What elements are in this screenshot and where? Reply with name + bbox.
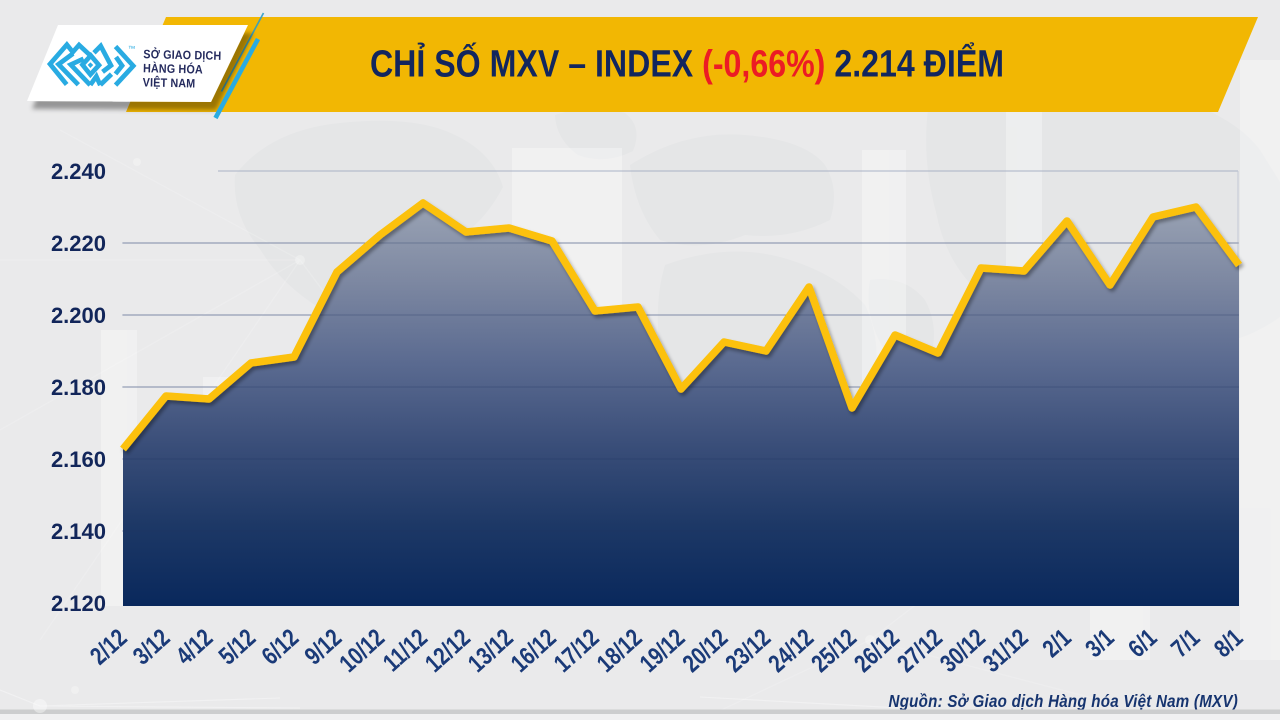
svg-text:Nguồn: Sở Giao dịch Hàng hóa V: Nguồn: Sở Giao dịch Hàng hóa Việt Nam (M… bbox=[889, 691, 1239, 712]
svg-text:VIỆT NAM: VIỆT NAM bbox=[143, 76, 196, 91]
svg-text:HÀNG HÓA: HÀNG HÓA bbox=[143, 62, 203, 77]
svg-text:2.140: 2.140 bbox=[51, 519, 106, 544]
svg-text:2.220: 2.220 bbox=[51, 231, 106, 256]
svg-text:2.120: 2.120 bbox=[51, 591, 106, 616]
svg-text:SỞ GIAO DỊCH: SỞ GIAO DỊCH bbox=[143, 48, 221, 64]
svg-text:CHỈ SỐ MXV – INDEX (-0,66%) 2.: CHỈ SỐ MXV – INDEX (-0,66%) 2.214 ĐIỂM bbox=[370, 42, 1004, 85]
svg-text:2.160: 2.160 bbox=[51, 447, 106, 472]
svg-text:™: ™ bbox=[128, 44, 136, 53]
svg-text:2.180: 2.180 bbox=[51, 375, 106, 400]
svg-text:2.200: 2.200 bbox=[51, 303, 106, 328]
svg-text:2.240: 2.240 bbox=[51, 159, 106, 184]
